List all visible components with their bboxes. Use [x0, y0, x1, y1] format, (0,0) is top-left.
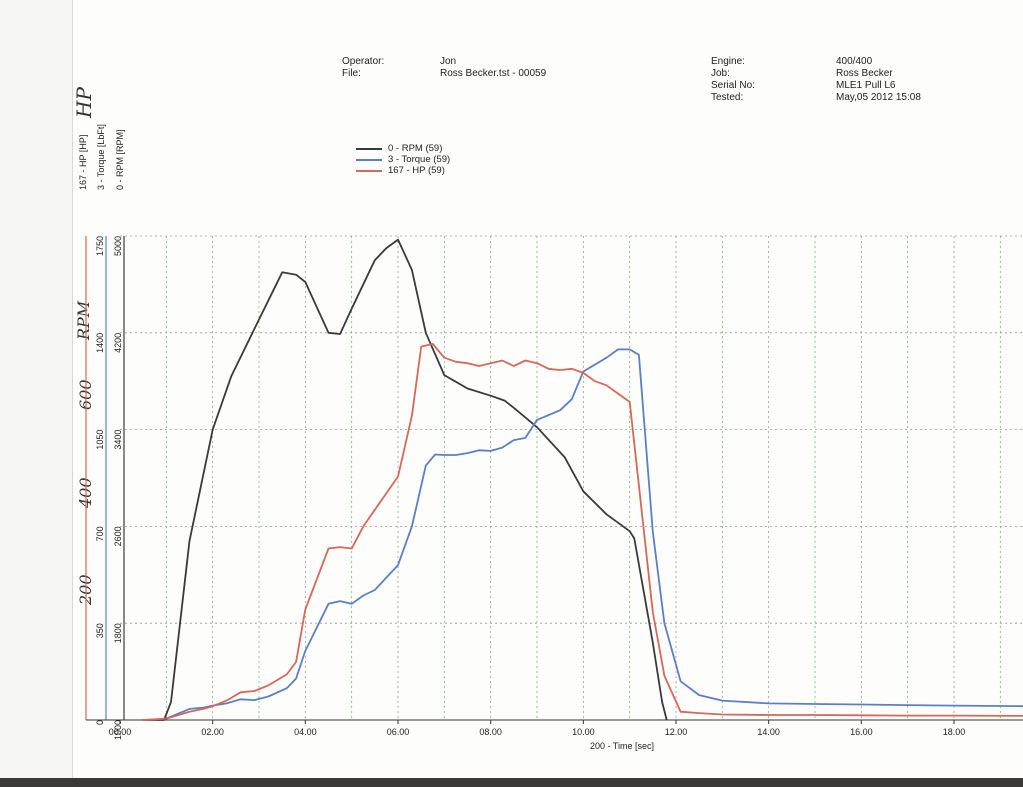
x-tick-label: 04.00: [294, 727, 317, 737]
x-tick-label: 00.00: [109, 727, 132, 737]
file-value: Ross Becker.tst - 00059: [440, 68, 547, 79]
x-tick-label: 10.00: [572, 727, 595, 737]
torque-line: [143, 348, 1023, 721]
serial-value: MLE1 Pull L6: [836, 80, 896, 91]
torque-tick-label: 1400: [95, 333, 105, 353]
torque-tick-label: 350: [95, 623, 105, 638]
rpm-tick-label: 3400: [113, 430, 123, 450]
legend-swatch-torque: [356, 158, 382, 161]
torque-tick-label: 0: [95, 720, 105, 725]
legend-swatch-rpm: [356, 147, 382, 150]
x-axis-title: 200 - Time [sec]: [590, 741, 655, 751]
x-tick-label: 02.00: [201, 727, 224, 737]
torque-tick-label: 700: [95, 526, 105, 541]
legend-label-torque: 3 - Torque (59): [388, 154, 451, 165]
tested-value: May,05 2012 15:08: [836, 92, 921, 103]
rpm-line: [143, 238, 668, 721]
rpm-tick-label: 2600: [113, 526, 123, 546]
rpm-tick-label: 1000: [113, 720, 123, 740]
torque-tick-label: 1750: [95, 236, 105, 256]
x-tick-label: 18.00: [943, 727, 966, 737]
chart-axes: 1000 1800 2600 3400 4200 5000 0 350 700 1050 1400 1…: [85, 236, 1023, 740]
rpm-tick-label: 4200: [113, 333, 123, 353]
legend-item-torque: 3 - Torque (59): [356, 154, 450, 165]
x-tick-label: 14.00: [757, 727, 780, 737]
scan-edge-band: [0, 778, 1023, 787]
rpm-tick-label: 5000: [113, 236, 123, 256]
rpm-tick-label: 1800: [113, 623, 123, 643]
chart-grid: [120, 235, 1023, 721]
operator-label: Operator:: [342, 56, 385, 67]
tested-label: Tested:: [711, 92, 744, 103]
scanned-page-margin: [0, 0, 73, 787]
file-label: File:: [342, 68, 361, 79]
job-label: Job:: [711, 68, 730, 79]
legend-label-rpm: 0 - RPM (59): [388, 143, 443, 154]
legend-item-hp: 167 - HP (59): [356, 165, 450, 176]
serial-label: Serial No:: [711, 80, 755, 91]
torque-tick-label: 1050: [95, 430, 105, 450]
x-tick-label: 06.00: [387, 727, 410, 737]
legend-swatch-hp: [356, 169, 382, 172]
job-value: Ross Becker: [836, 68, 893, 79]
chart-legend: 0 - RPM (59) 3 - Torque (59) 167 - HP (5…: [356, 143, 450, 176]
chart-series: [143, 238, 1023, 721]
engine-value: 400/400: [836, 56, 873, 67]
operator-value: Jon: [440, 56, 457, 67]
x-tick-label: 08.00: [479, 727, 502, 737]
legend-item-rpm: 0 - RPM (59): [356, 143, 450, 154]
legend-label-hp: 167 - HP (59): [388, 165, 445, 176]
hp-line: [143, 343, 1023, 721]
x-tick-label: 12.00: [665, 727, 688, 737]
engine-label: Engine:: [711, 56, 745, 67]
x-tick-label: 16.00: [850, 727, 873, 737]
